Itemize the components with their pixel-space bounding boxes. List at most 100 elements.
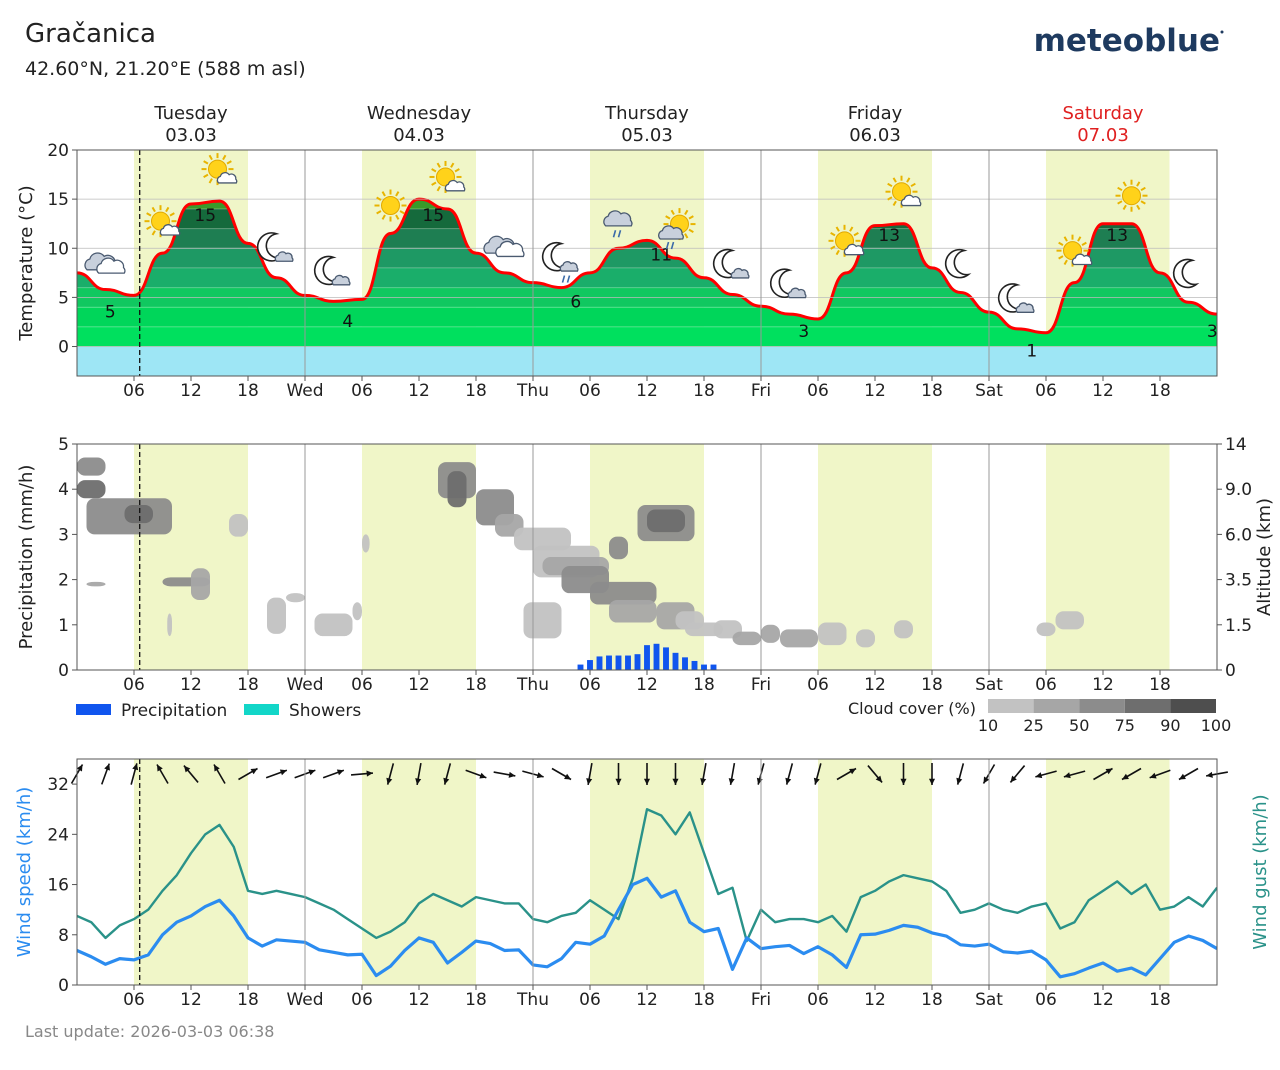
wind-direction-arrow (928, 763, 936, 785)
cloud-body (216, 172, 238, 184)
x-tick-label: 06 (807, 381, 829, 401)
wind-gust-axis-label: Wind gust (km/h) (1250, 794, 1271, 949)
legend-showers-swatch (244, 704, 279, 715)
sun-ray (151, 206, 156, 213)
temperature-label: 4 (342, 312, 353, 332)
day-date: 03.03 (165, 125, 217, 146)
cloud-icon (483, 235, 525, 258)
x-tick-label: 12 (1092, 381, 1114, 401)
arrow-head (336, 769, 344, 776)
arrow-head (1035, 772, 1043, 779)
wind-direction-arrow (386, 763, 395, 785)
x-tick-label: 06 (1035, 381, 1057, 401)
cloud-cover-area (894, 620, 913, 639)
wind-direction-arrow (1178, 767, 1199, 781)
sun-ray (222, 154, 227, 161)
cloud-shape (658, 225, 684, 240)
y-tick-label: 20 (47, 141, 69, 161)
sun-ray (1077, 236, 1082, 242)
y-tick-label: 10 (47, 239, 69, 259)
daylight-band (590, 444, 704, 670)
precipitation-bar (596, 656, 603, 670)
cloud-cover-legend: Cloud cover (%) 10 25 50 75 90 100 (848, 699, 1231, 735)
cloud-cover-area (609, 536, 628, 560)
altitude-axis-label: Altitude (km) (1254, 498, 1275, 616)
x-tick-label: 12 (180, 990, 202, 1010)
x-tick-label: 06 (123, 381, 145, 401)
cloud-body (843, 243, 865, 256)
arrow-head (1121, 773, 1129, 780)
cloud-legend-swatch (1079, 699, 1125, 713)
sun-ray (146, 225, 152, 231)
precipitation-legend: Precipitation Showers (76, 701, 361, 721)
arrow-head (956, 777, 963, 785)
sun-ray (1136, 181, 1141, 187)
y2-tick-label: 0 (1225, 661, 1236, 681)
wind-direction-arrow (1093, 767, 1113, 781)
x-tick-label: 18 (237, 675, 259, 695)
wind-direction-arrow (100, 763, 111, 785)
sun-cloud-icon (429, 160, 466, 193)
y-tick-label: 2 (58, 571, 69, 591)
sun-ray (226, 160, 232, 165)
x-tick-label: 06 (351, 990, 373, 1010)
y2-tick-label: 9.0 (1225, 480, 1252, 500)
y-tick-label: 1 (58, 616, 69, 636)
sun-disc (1122, 186, 1141, 206)
cloud-shape (559, 261, 579, 272)
precipitation-bar (634, 654, 641, 670)
x-tick-label: 12 (408, 381, 430, 401)
legend-showers-label: Showers (289, 701, 361, 721)
arrow-head (1063, 772, 1071, 779)
precipitation-bar (577, 664, 584, 670)
sun-ray (887, 196, 893, 201)
daylight-band (134, 444, 248, 670)
sun-ray (892, 177, 897, 183)
precipitation-bar (606, 655, 612, 670)
cloud-body (603, 210, 633, 227)
y-tick-label: 0 (58, 338, 69, 358)
cloud-cover-area (167, 613, 172, 637)
rain-drop (670, 241, 675, 250)
arrow-head (1206, 771, 1213, 778)
cloud-legend-swatch (1170, 699, 1216, 713)
cloud-shape (1015, 302, 1035, 313)
cloud-legend-value: 50 (1069, 716, 1089, 735)
cloud-body (495, 240, 525, 258)
sun-ray (381, 214, 386, 220)
arrow-head (728, 778, 735, 785)
wind-direction-arrow (836, 767, 857, 781)
daylight-band (590, 759, 704, 985)
sun-ray (892, 200, 897, 207)
cloud-cover-area (590, 581, 657, 605)
cloud-shape (787, 287, 807, 299)
sun-ray (906, 177, 911, 183)
arrow-head (564, 773, 572, 780)
x-tick-label: 18 (693, 675, 715, 695)
cloud-body (658, 225, 684, 240)
sun-cloud-icon (201, 153, 238, 186)
arrow-head (586, 778, 593, 785)
moon-cloud-icon (769, 268, 807, 299)
cloud-shape (216, 172, 238, 184)
wind-direction-arrow (785, 763, 794, 785)
wind-direction-arrow (756, 763, 765, 785)
cloud-cover-area (818, 622, 847, 646)
cloud-cover-area (314, 613, 353, 637)
x-tick-label: 18 (465, 381, 487, 401)
x-tick-label: 18 (237, 381, 259, 401)
cloud-shape (495, 240, 525, 258)
arrow-head (900, 778, 907, 785)
arrow-head (1149, 772, 1157, 779)
wind-direction-arrow (130, 763, 139, 785)
cloud-cover-area (77, 457, 106, 476)
cloud-body (159, 224, 181, 236)
sun-ray (1122, 181, 1127, 187)
sun-ray (431, 181, 437, 186)
temperature-label: 15 (422, 206, 444, 226)
wind-direction-arrow (493, 771, 516, 778)
y2-tick-label: 3.5 (1225, 571, 1252, 591)
rain-drop (617, 230, 622, 238)
cloud-cover-area (523, 602, 562, 639)
rain-drop (612, 230, 617, 238)
